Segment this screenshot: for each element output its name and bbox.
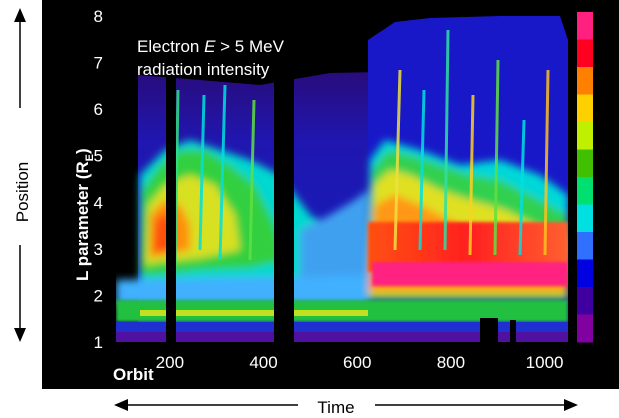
down-arrow-icon bbox=[14, 328, 26, 342]
x-tick-label: 200 bbox=[156, 353, 184, 372]
heatmap-band-blue-floor bbox=[116, 322, 568, 332]
y-tick-label: 4 bbox=[94, 193, 103, 212]
y-tick-label: 3 bbox=[94, 240, 103, 259]
colorbar-segment bbox=[577, 259, 593, 288]
up-arrow-icon bbox=[14, 8, 26, 22]
position-annotation: Position bbox=[13, 8, 32, 342]
data-gap-orbit-385 bbox=[274, 25, 294, 342]
heatmap-region-late-magenta bbox=[372, 262, 568, 286]
colorbar-segment bbox=[577, 12, 593, 40]
data-gap-low-2 bbox=[510, 320, 516, 342]
y-tick-label: 8 bbox=[94, 7, 103, 26]
x-tick-label: 600 bbox=[343, 353, 371, 372]
colorbar-segment bbox=[577, 314, 593, 343]
colorbar-segment bbox=[577, 287, 593, 315]
colorbar-segment bbox=[577, 204, 593, 233]
heatmap-band-yellow-lower bbox=[140, 310, 368, 316]
data-gap-orbit-145 bbox=[166, 30, 176, 342]
colorbar-segment bbox=[577, 39, 593, 68]
x-tick-label: 800 bbox=[437, 353, 465, 372]
heatmap-band-purple-floor bbox=[116, 332, 568, 342]
x-axis-ticks: 200 400 600 800 1000 bbox=[156, 353, 564, 372]
colorbar-segment bbox=[577, 122, 593, 150]
chart-title-line2: radiation intensity bbox=[137, 60, 270, 79]
position-label: Position bbox=[13, 162, 32, 222]
colorbar-segment bbox=[577, 149, 593, 178]
colorbar-segment bbox=[577, 177, 593, 205]
chart-title-line1: Electron E > 5 MeV bbox=[137, 37, 285, 56]
y-tick-label: 7 bbox=[94, 54, 103, 73]
colorbar bbox=[577, 12, 593, 343]
heatmap-plot bbox=[116, 16, 568, 342]
colorbar-segment bbox=[577, 94, 593, 123]
y-tick-label: 6 bbox=[94, 100, 103, 119]
right-arrow-icon bbox=[564, 399, 578, 411]
colorbar-segment bbox=[577, 232, 593, 260]
y-axis-title: L parameter (RE) bbox=[73, 148, 96, 281]
y-tick-label: 1 bbox=[94, 333, 103, 352]
colorbar-segment bbox=[577, 67, 593, 95]
heatmap-band-lightblue bbox=[116, 275, 368, 305]
heatmap-region-mid-lightblue bbox=[300, 190, 368, 300]
time-annotation: Time bbox=[114, 398, 578, 417]
y-tick-label: 5 bbox=[94, 147, 103, 166]
y-axis-ticks: 1 2 3 4 5 6 7 8 bbox=[94, 7, 103, 352]
time-label: Time bbox=[317, 398, 354, 417]
x-tick-label: 1000 bbox=[526, 353, 564, 372]
left-arrow-icon bbox=[114, 399, 128, 411]
data-gap-low-1 bbox=[480, 318, 498, 342]
x-axis-title: Orbit bbox=[113, 365, 154, 384]
x-tick-label: 400 bbox=[249, 353, 277, 372]
y-tick-label: 2 bbox=[94, 286, 103, 305]
